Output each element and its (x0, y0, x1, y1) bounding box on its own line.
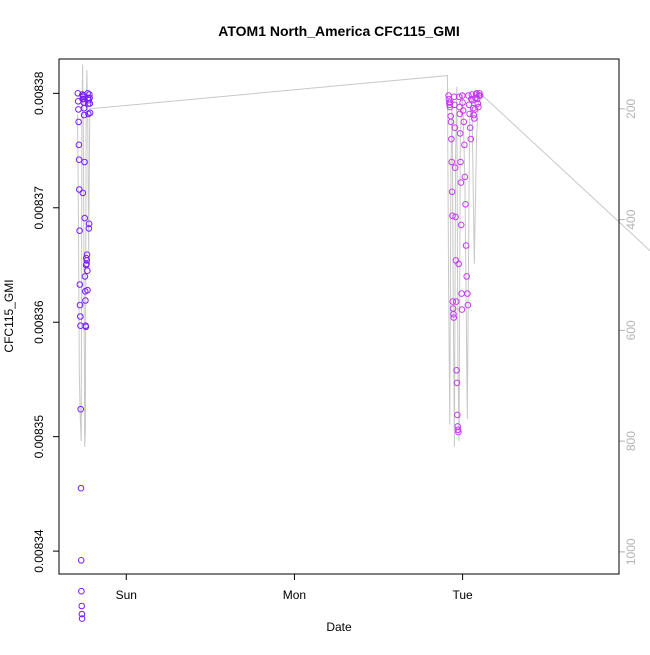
x-tick-label: Tue (452, 588, 473, 602)
chart-title: ATOM1 North_America CFC115_GMI (218, 23, 459, 39)
x-axis-label: Date (326, 620, 352, 634)
y-tick-label: 0.00835 (32, 415, 46, 459)
y-tick-label: 0.00838 (32, 71, 46, 115)
y-tick-label: 0.00836 (32, 300, 46, 344)
y-right-tick-label: 600 (624, 320, 638, 340)
x-tick-label: Mon (283, 588, 306, 602)
y-axis-label: CFC115_GMI (2, 279, 16, 352)
y-right-tick-label: 400 (624, 209, 638, 229)
y-tick-label: 0.00837 (32, 186, 46, 230)
x-tick-label: Sun (116, 588, 137, 602)
y-right-tick-label: 1000 (624, 538, 638, 565)
y-right-tick-label: 800 (624, 431, 638, 451)
y-tick-label: 0.00834 (32, 529, 46, 573)
y-right-tick-label: 200 (624, 98, 638, 118)
